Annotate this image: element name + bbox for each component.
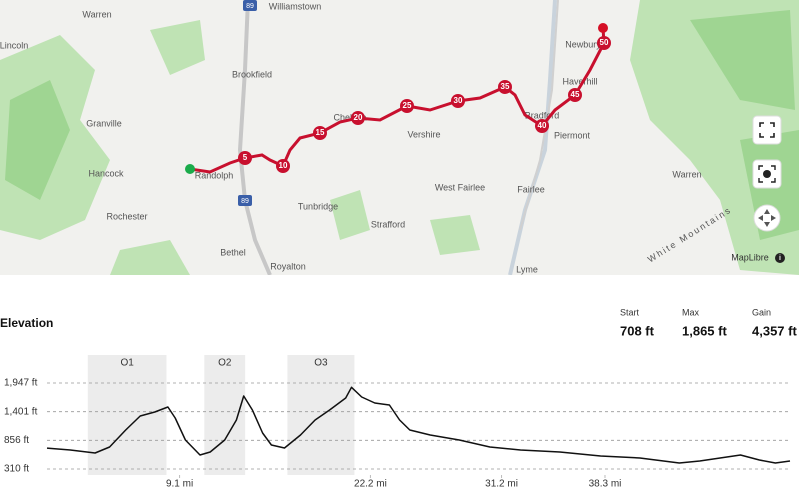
- attribution[interactable]: MapLibre: [731, 252, 769, 262]
- place: Rochester: [106, 211, 147, 221]
- highway-shield: 89 89: [238, 0, 257, 206]
- route-marker: 40: [538, 121, 547, 130]
- place: Williamstown: [269, 1, 322, 11]
- route-start: [185, 164, 195, 174]
- x-tick-label: 38.3 mi: [589, 479, 622, 490]
- elevation-title: Elevation: [0, 316, 53, 330]
- x-tick-label: 31.2 mi: [485, 479, 518, 490]
- stat-label: Start: [620, 307, 640, 317]
- climb-segment: [204, 355, 246, 475]
- place: Brookfield: [232, 69, 272, 79]
- y-tick-label: 310 ft: [4, 464, 29, 475]
- place: Royalton: [270, 261, 306, 271]
- info-icon-glyph: i: [779, 255, 781, 262]
- y-tick-label: 856 ft: [4, 435, 29, 446]
- fullscreen-button[interactable]: [752, 115, 782, 145]
- route-marker: 50: [600, 38, 609, 47]
- place: Bethel: [220, 247, 246, 257]
- map[interactable]: 89 89 Warren Williamstown Lincoln Brookf…: [0, 0, 799, 275]
- place: Fairlee: [517, 184, 545, 194]
- route-markers: 5 10 15 20 25 30 35 40 45 50: [238, 36, 611, 173]
- place: Chelsea: [333, 112, 366, 122]
- route-marker: 35: [501, 82, 510, 91]
- highway-label: 89: [246, 3, 254, 10]
- place: Haverhill: [562, 76, 597, 86]
- route-marker: 15: [316, 128, 325, 137]
- place: Hancock: [88, 168, 124, 178]
- route-end: [598, 23, 608, 33]
- place: Newbury: [565, 39, 601, 49]
- highway: [237, 0, 272, 275]
- locate-button[interactable]: [752, 159, 782, 189]
- route-marker: 10: [279, 161, 288, 170]
- climb-label: O3: [314, 358, 328, 369]
- stat-value: 4,357 ft: [752, 323, 797, 338]
- x-tick-label: 22.2 mi: [354, 479, 387, 490]
- place: Granville: [86, 118, 122, 128]
- river: [508, 0, 557, 275]
- climb-label: O2: [218, 358, 232, 369]
- climb-segment: [87, 355, 167, 475]
- route-marker: 25: [403, 101, 412, 110]
- elevation-line: [46, 386, 791, 464]
- place: Bradford: [525, 110, 560, 120]
- climb-segment: [287, 355, 355, 475]
- compass-button[interactable]: [753, 204, 781, 232]
- info-icon[interactable]: [775, 253, 785, 263]
- elevation-chart: Elevation Start 708 ft Max 1,865 ft Gain…: [0, 307, 797, 490]
- place: Randolph: [195, 170, 234, 180]
- place: Tunbridge: [298, 201, 338, 211]
- place: Warren: [82, 9, 111, 19]
- route-marker: 20: [354, 113, 363, 122]
- stat-value: 708 ft: [620, 323, 655, 338]
- route-marker: 30: [454, 96, 463, 105]
- route-marker: 45: [571, 90, 580, 99]
- place: West Fairlee: [435, 182, 485, 192]
- place: Piermont: [554, 130, 591, 140]
- place: Vershire: [407, 129, 440, 139]
- route-marker: 5: [243, 153, 248, 162]
- climb-label: O1: [120, 358, 134, 369]
- place: Warren: [672, 169, 701, 179]
- place: Lyme: [516, 264, 538, 274]
- y-tick-label: 1,401 ft: [4, 406, 38, 417]
- y-tick-label: 1,947 ft: [4, 378, 38, 389]
- stat-label: Max: [682, 307, 700, 317]
- place: Strafford: [371, 219, 405, 229]
- place: Lincoln: [0, 40, 28, 50]
- stat-label: Gain: [752, 307, 771, 317]
- x-tick-label: 9.1 mi: [166, 479, 193, 490]
- stat-value: 1,865 ft: [682, 323, 727, 338]
- highway-label: 89: [241, 198, 249, 205]
- route: [189, 27, 606, 174]
